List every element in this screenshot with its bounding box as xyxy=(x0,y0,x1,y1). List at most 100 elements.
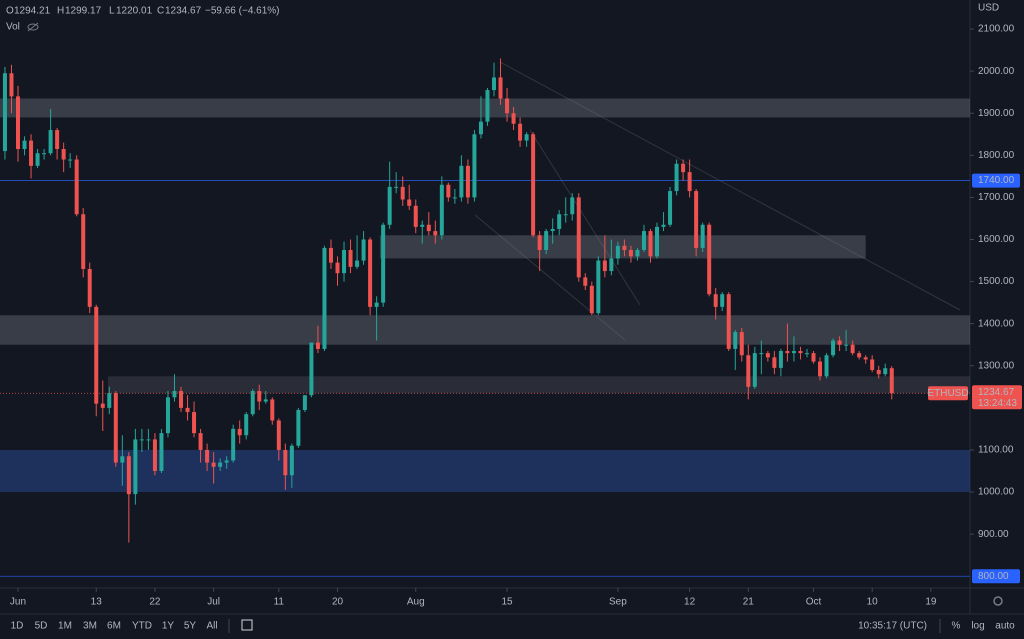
candle-body xyxy=(844,344,849,346)
candle-body xyxy=(100,403,105,408)
zone xyxy=(107,376,970,394)
candle-body xyxy=(192,412,197,434)
x-tick-label: 10 xyxy=(867,597,879,608)
candle-body xyxy=(9,73,14,97)
candle-body xyxy=(35,153,40,166)
candle-body xyxy=(120,456,125,463)
candle-body xyxy=(250,391,255,415)
candle-body xyxy=(426,224,431,232)
price-line-tag xyxy=(972,173,1020,188)
candle-body xyxy=(537,235,542,251)
y-tick-label: 1500.00 xyxy=(978,276,1015,287)
candle-body xyxy=(244,414,249,436)
candle-body xyxy=(87,268,92,307)
candle-body xyxy=(459,165,464,198)
candle-body xyxy=(615,245,620,259)
y-tick-label: 900.00 xyxy=(978,529,1009,540)
candle-body xyxy=(283,449,288,476)
range-button[interactable]: 1Y xyxy=(162,621,175,632)
candle-body xyxy=(583,277,588,286)
candle-body xyxy=(518,123,523,141)
candle-body xyxy=(374,302,379,307)
candle-body xyxy=(661,224,666,227)
candle-body xyxy=(368,239,373,307)
trend-line xyxy=(529,129,641,306)
date-range-icon[interactable] xyxy=(241,619,253,631)
candle-body xyxy=(29,140,34,166)
candle-body xyxy=(798,351,803,354)
candle-body xyxy=(309,342,314,396)
candle-body xyxy=(635,250,640,257)
candle-body xyxy=(55,130,60,149)
candle-body xyxy=(544,231,549,251)
candle-body xyxy=(674,163,679,192)
candle-body xyxy=(791,351,796,354)
scale-option[interactable]: log xyxy=(971,621,984,632)
candle-body xyxy=(276,420,281,450)
candle-body xyxy=(563,214,568,216)
settings-icon[interactable] xyxy=(993,596,1003,606)
range-button[interactable]: 3M xyxy=(83,621,97,632)
zone xyxy=(0,98,970,118)
candle-body xyxy=(752,353,757,387)
candle-body xyxy=(602,260,607,272)
scale-option[interactable]: auto xyxy=(995,621,1015,632)
candle-body xyxy=(883,368,888,375)
candle-body xyxy=(472,134,477,198)
candle-body xyxy=(609,258,614,272)
ohlc-close-label: C xyxy=(157,6,164,17)
candle-body xyxy=(465,165,470,198)
candle-body xyxy=(81,214,86,269)
scale-option[interactable]: % xyxy=(952,621,961,632)
candle-body xyxy=(648,231,653,257)
candle-body xyxy=(394,186,399,188)
range-button[interactable]: 1D xyxy=(11,621,24,632)
symbol-tag xyxy=(928,386,968,401)
candle-body xyxy=(713,294,718,307)
x-tick-label: 19 xyxy=(925,597,937,608)
range-button[interactable]: 5D xyxy=(35,621,48,632)
volume-label: Vol xyxy=(6,22,20,33)
y-tick-label: 1900.00 xyxy=(978,108,1015,119)
x-tick-label: Oct xyxy=(806,597,822,608)
ohlc-open-label: O xyxy=(6,6,14,17)
range-button[interactable]: YTD xyxy=(132,621,152,632)
range-button[interactable]: 1M xyxy=(58,621,72,632)
range-button[interactable]: 6M xyxy=(107,621,121,632)
candle-body xyxy=(113,393,118,463)
candle-body xyxy=(831,340,836,356)
candle-body xyxy=(485,90,490,122)
range-button[interactable]: 5Y xyxy=(184,621,197,632)
candle-body xyxy=(342,250,347,274)
x-tick-label: 13 xyxy=(91,597,103,608)
candle-body xyxy=(387,186,392,225)
candle-body xyxy=(707,224,712,295)
candle-body xyxy=(778,351,783,368)
candle-body xyxy=(681,163,686,173)
x-tick-label: Jun xyxy=(10,597,26,608)
candle-body xyxy=(172,391,177,398)
candle-body xyxy=(257,391,262,402)
candle-body xyxy=(446,184,451,198)
candle-body xyxy=(759,353,764,355)
clock: 10:35:17 (UTC) xyxy=(858,621,927,632)
price-line-label: 1740.00 xyxy=(978,175,1015,186)
candle-body xyxy=(198,433,203,450)
candle-body xyxy=(185,407,190,413)
candle-body xyxy=(237,428,242,436)
x-tick-label: 21 xyxy=(743,597,755,608)
ohlc-low-label: L xyxy=(109,6,115,17)
ohlc-low: 1220.01 xyxy=(116,6,153,17)
candle-body xyxy=(700,224,705,248)
candle-body xyxy=(478,121,483,135)
x-tick-label: 22 xyxy=(149,597,161,608)
candle-body xyxy=(589,285,594,314)
candle-body xyxy=(381,224,386,303)
candle-body xyxy=(811,353,816,362)
candle-body xyxy=(420,224,425,227)
candle-body xyxy=(74,159,79,215)
candle-body xyxy=(889,368,894,394)
range-button[interactable]: All xyxy=(206,621,217,632)
candle-body xyxy=(159,433,164,471)
